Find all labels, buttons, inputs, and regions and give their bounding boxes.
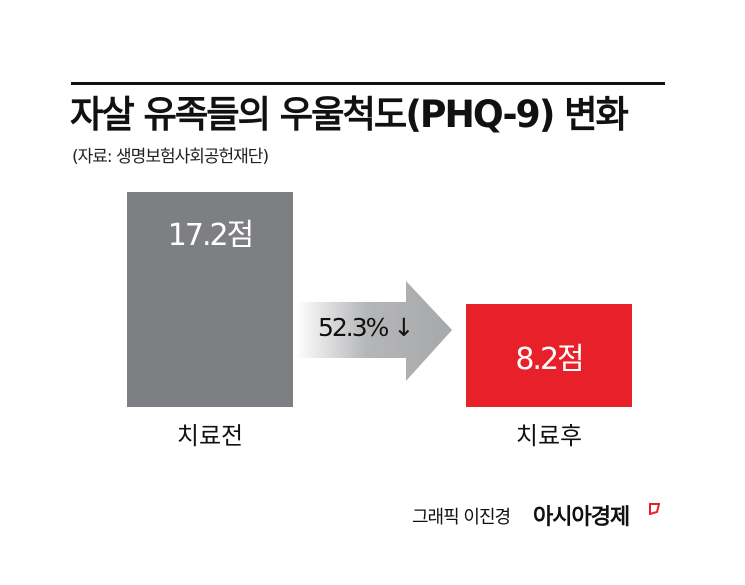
top-rule [71, 82, 665, 85]
brand-mark-icon [649, 503, 660, 515]
decrease-arrow-icon [296, 281, 452, 381]
bar-value-after: 8.2점 [515, 341, 584, 377]
bar-before-treatment: 17.2점 [127, 192, 293, 407]
brand-logo-text: 아시아경제 [533, 505, 630, 530]
bar-label-after: 치료후 [515, 422, 583, 450]
bar-value-before: 17.2점 [167, 218, 254, 253]
graphic-credit: 그래픽 이진경 [412, 507, 511, 528]
chart-title: 자살 유족들의 우울척도(PHQ-9) 변화 [70, 93, 629, 136]
change-percentage: 52.3% ↓ [318, 313, 414, 342]
bar-after-treatment: 8.2점 [466, 304, 632, 407]
bar-label-before: 치료전 [176, 422, 244, 450]
chart-source: (자료: 생명보험사회공헌재단) [72, 147, 269, 167]
